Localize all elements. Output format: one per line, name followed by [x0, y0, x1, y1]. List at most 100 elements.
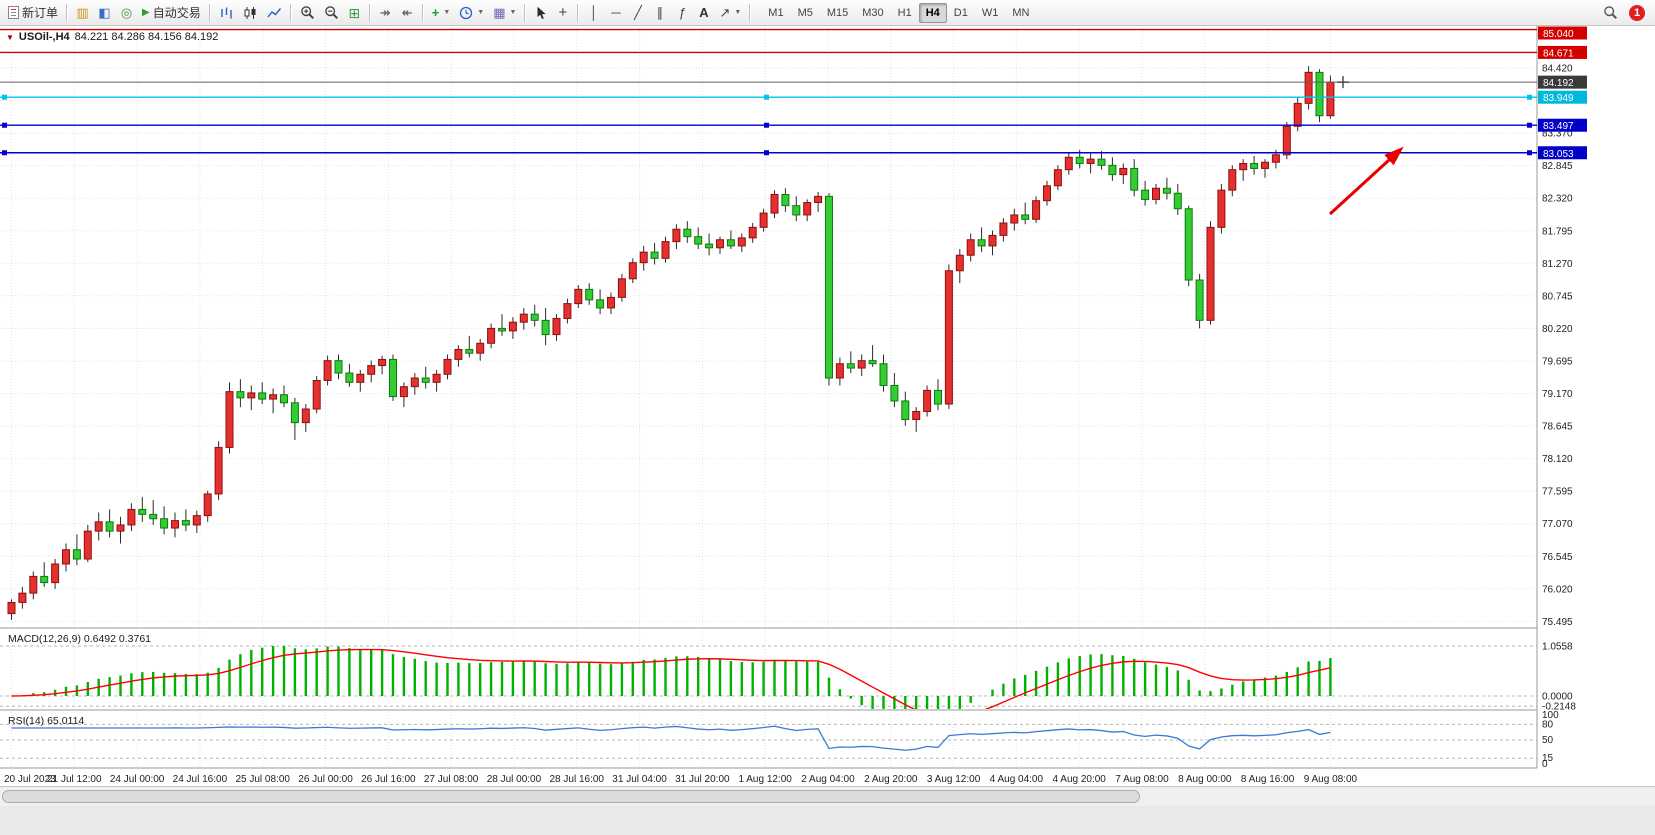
horizontal-line-icon: ─	[611, 5, 621, 20]
timeframe-button-m1[interactable]: M1	[768, 6, 784, 19]
horizontal-scrollbar[interactable]	[0, 786, 1655, 806]
svg-text:77.070: 77.070	[1542, 519, 1573, 530]
svg-text:-0.2148: -0.2148	[1542, 702, 1576, 713]
text-tool-button[interactable]: A	[693, 2, 714, 23]
bar-chart-icon	[221, 7, 232, 18]
new-order-icon	[8, 6, 19, 19]
timeframe-button-w1[interactable]: W1	[981, 6, 999, 19]
indicators-button[interactable]: + ▼	[428, 2, 455, 23]
toolbar-separator	[749, 3, 752, 22]
timeframe-button-m5[interactable]: M5	[797, 6, 813, 19]
trendline-button[interactable]: ╱	[627, 2, 648, 23]
svg-text:26 Jul 00:00: 26 Jul 00:00	[298, 774, 353, 785]
chart-shift-button[interactable]: ↞	[397, 2, 418, 23]
svg-text:84.671: 84.671	[1543, 48, 1574, 59]
candlestick-chart-icon	[244, 6, 256, 19]
auto-scroll-button[interactable]: ↠	[375, 2, 396, 23]
svg-text:7 Aug 08:00: 7 Aug 08:00	[1115, 774, 1169, 785]
timeframe-button-h1[interactable]: H1	[897, 6, 912, 19]
timeframe-button-m30[interactable]: M30	[862, 6, 884, 19]
svg-text:81.795: 81.795	[1542, 226, 1573, 237]
auto-trading-button[interactable]: ▶ 自动交易	[138, 2, 205, 23]
market-watch-button[interactable]: ▥	[72, 2, 93, 23]
toolbar-separator	[524, 3, 527, 22]
vertical-line-icon: │	[589, 5, 598, 20]
svg-text:0.0000: 0.0000	[1542, 692, 1573, 703]
vertical-line-button[interactable]: │	[583, 2, 604, 23]
scrollbar-thumb[interactable]	[2, 790, 1140, 803]
tile-windows-icon: ⊞	[348, 4, 361, 21]
svg-text:2 Aug 20:00: 2 Aug 20:00	[864, 774, 918, 785]
timeframe-button-h4[interactable]: H4	[918, 2, 947, 23]
chevron-down-icon: ▼	[509, 9, 517, 16]
bar-chart-button[interactable]	[215, 2, 238, 23]
fibonacci-button[interactable]: ƒ	[671, 2, 692, 23]
svg-text:21 Jul 12:00: 21 Jul 12:00	[47, 774, 102, 785]
svg-text:80.220: 80.220	[1542, 324, 1573, 335]
timeframe-button-m15[interactable]: M15	[826, 6, 849, 19]
svg-text:77.595: 77.595	[1542, 487, 1573, 498]
svg-text:3 Aug 12:00: 3 Aug 12:00	[927, 774, 981, 785]
data-window-button[interactable]: ◧	[94, 2, 115, 23]
crosshair-icon: +	[558, 4, 568, 21]
notification-badge[interactable]: 1	[1629, 4, 1645, 21]
fibonacci-icon: ƒ	[678, 5, 686, 20]
svg-text:83.497: 83.497	[1543, 121, 1574, 132]
symbol-marker-icon: ▼	[6, 32, 14, 42]
price-axis: 84.420 83.370 82.845 82.320 81.795 81.270 80.7…	[1538, 26, 1587, 770]
periods-button[interactable]: ▼	[455, 2, 488, 23]
svg-text:78.645: 78.645	[1542, 422, 1573, 433]
chart-canvas[interactable]: 84.420 83.370 82.845 82.320 81.795 81.270 80.7…	[0, 26, 1655, 786]
toolbar-separator	[368, 3, 371, 22]
svg-text:24 Jul 16:00: 24 Jul 16:00	[173, 774, 228, 785]
svg-text:80: 80	[1542, 719, 1554, 730]
svg-text:28 Jul 16:00: 28 Jul 16:00	[549, 774, 604, 785]
arrow-tool-icon: ↗	[719, 5, 731, 20]
macd-label: MACD(12,26,9) 0.6492 0.3761	[8, 633, 151, 645]
svg-text:82.320: 82.320	[1542, 194, 1573, 205]
line-chart-icon	[267, 7, 281, 17]
tile-windows-button[interactable]: ⊞	[344, 2, 365, 23]
navigator-icon: ◎	[120, 5, 133, 20]
templates-button[interactable]: ▦ ▼	[489, 2, 520, 23]
zoom-in-button[interactable]	[296, 2, 319, 23]
line-chart-button[interactable]	[263, 2, 286, 23]
chevron-down-icon: ▼	[734, 9, 742, 16]
new-order-button[interactable]: 新订单	[4, 2, 62, 23]
auto-trading-icon: ▶	[142, 6, 150, 18]
timeframe-button-mn[interactable]: MN	[1012, 6, 1030, 19]
svg-text:79.170: 79.170	[1542, 389, 1573, 400]
svg-text:83.053: 83.053	[1543, 149, 1574, 160]
svg-text:83.370: 83.370	[1542, 129, 1573, 140]
svg-text:2 Aug 04:00: 2 Aug 04:00	[801, 774, 855, 785]
svg-text:27 Jul 08:00: 27 Jul 08:00	[424, 774, 479, 785]
horizontal-line-button[interactable]: ─	[605, 2, 626, 23]
timeframe-button-d1[interactable]: D1	[953, 6, 968, 19]
svg-text:8 Aug 00:00: 8 Aug 00:00	[1178, 774, 1232, 785]
svg-text:83.949: 83.949	[1543, 93, 1574, 104]
cursor-button[interactable]	[530, 2, 551, 23]
zoom-out-button[interactable]	[320, 2, 343, 23]
chevron-down-icon: ▼	[443, 9, 451, 16]
svg-text:79.695: 79.695	[1542, 356, 1573, 367]
add-indicator-icon: +	[431, 5, 440, 20]
arrows-tool-button[interactable]: ↗ ▼	[715, 2, 745, 23]
macd-indicator	[0, 645, 1537, 709]
svg-text:85.040: 85.040	[1543, 29, 1574, 40]
channel-button[interactable]: ∥	[649, 2, 670, 23]
candlestick-chart-button[interactable]	[239, 2, 262, 23]
svg-text:28 Jul 00:00: 28 Jul 00:00	[487, 774, 542, 785]
annotation-arrow[interactable]	[1328, 146, 1404, 216]
crosshair-button[interactable]: +	[552, 2, 573, 23]
svg-text:4 Aug 04:00: 4 Aug 04:00	[990, 774, 1044, 785]
chart-ohlc-values: 84.221 84.286 84.156 84.192	[74, 31, 219, 43]
toolbar-separator	[421, 3, 424, 22]
clock-icon	[460, 6, 473, 19]
svg-text:100: 100	[1542, 710, 1559, 721]
search-button[interactable]	[1599, 2, 1622, 23]
chart-symbol-period: USOil-,H4	[18, 31, 70, 43]
navigator-button[interactable]: ◎	[116, 2, 137, 23]
price-lines[interactable]	[0, 28, 1537, 156]
